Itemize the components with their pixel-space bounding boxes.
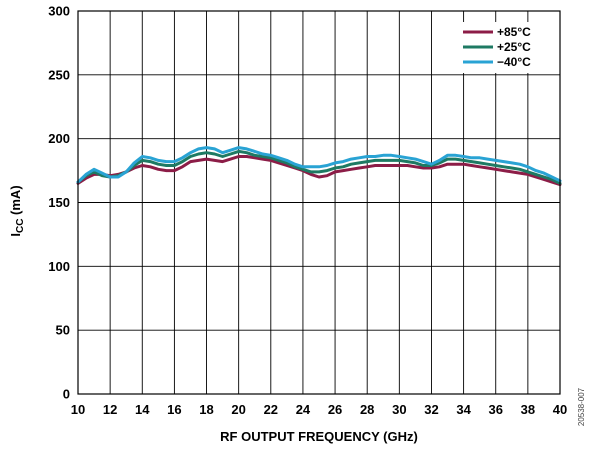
y-tick-label: 200 <box>48 131 70 146</box>
x-tick-label: 24 <box>296 402 311 417</box>
figure-id: 20538-007 <box>577 387 586 426</box>
y-axis-label-unit: (mA) <box>8 185 23 218</box>
y-tick-label: 100 <box>48 259 70 274</box>
y-tick-label: 150 <box>48 195 70 210</box>
y-axis-ticks: 0 50 100 150 200 250 300 <box>48 4 70 402</box>
x-tick-label: 12 <box>103 402 117 417</box>
y-axis-label-sub: CC <box>15 219 26 233</box>
x-tick-label: 40 <box>553 402 567 417</box>
plot-frame <box>77 10 561 395</box>
x-tick-label: 18 <box>199 402 213 417</box>
x-tick-label: 36 <box>488 402 502 417</box>
x-tick-label: 20 <box>231 402 245 417</box>
series-line <box>76 146 562 184</box>
x-tick-label: 22 <box>264 402 278 417</box>
x-tick-label: 10 <box>71 402 85 417</box>
x-tick-label: 16 <box>167 402 181 417</box>
y-tick-label: 50 <box>56 323 70 338</box>
series-layer <box>76 146 562 187</box>
legend: +85°C+25°C−40°C <box>455 22 555 73</box>
legend-label: −40°C <box>497 55 531 69</box>
series-line <box>76 149 562 185</box>
series-line <box>76 155 562 187</box>
x-tick-label: 14 <box>135 402 150 417</box>
y-tick-label: 0 <box>63 387 70 402</box>
x-tick-label: 34 <box>456 402 471 417</box>
x-tick-label: 26 <box>328 402 342 417</box>
x-tick-label: 28 <box>360 402 374 417</box>
x-tick-label: 38 <box>521 402 535 417</box>
y-axis-label: ICC (mA) <box>8 185 26 236</box>
x-tick-label: 30 <box>392 402 406 417</box>
y-tick-label: 300 <box>48 4 70 19</box>
x-axis-ticks: 10 12 14 16 18 20 22 24 26 28 30 32 34 36 38 40 <box>71 402 567 417</box>
legend-label: +85°C <box>497 25 531 39</box>
y-axis-label-main: I <box>8 233 23 237</box>
legend-label: +25°C <box>497 40 531 54</box>
x-axis-label: RF OUTPUT FREQUENCY (GHz) <box>220 429 418 444</box>
x-tick-label: 32 <box>424 402 438 417</box>
y-tick-label: 250 <box>48 67 70 82</box>
